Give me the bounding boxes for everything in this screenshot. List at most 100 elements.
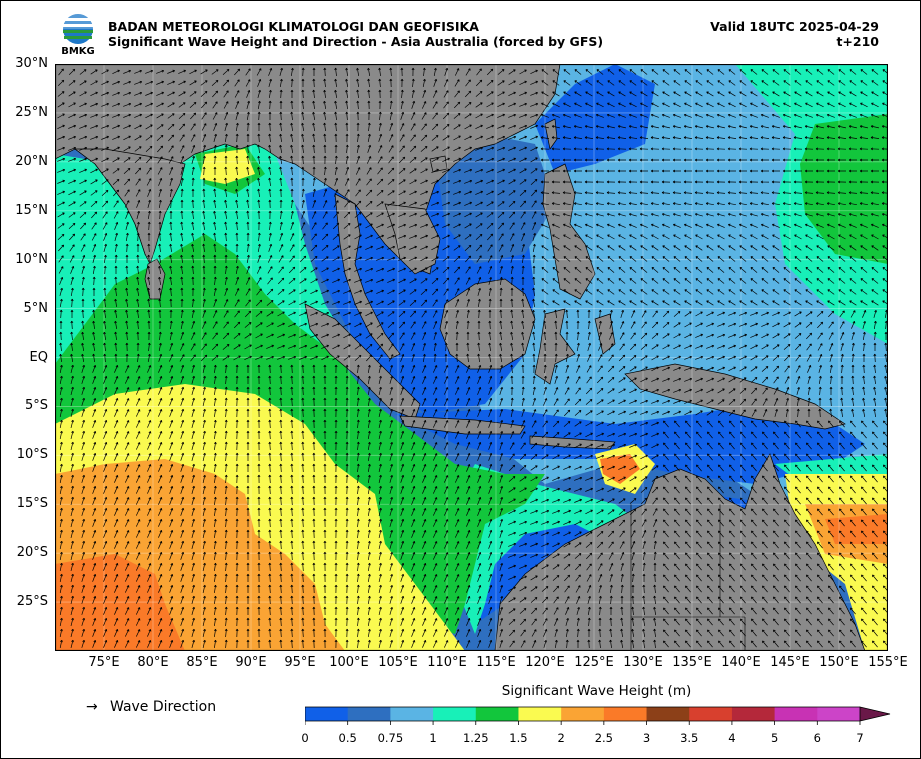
wave-arrow <box>235 144 239 153</box>
wave-arrow <box>466 320 470 330</box>
wave-arrow <box>574 267 582 273</box>
wave-arrow <box>499 276 503 285</box>
wave-arrow <box>486 102 494 108</box>
wave-arrow <box>365 223 373 229</box>
wave-arrow <box>376 234 384 239</box>
wave-arrow <box>389 122 394 131</box>
wave-arrow <box>705 191 715 195</box>
wave-arrow <box>366 178 372 186</box>
wave-arrow <box>345 100 349 110</box>
wave-arrow <box>650 169 659 173</box>
wave-arrow <box>211 69 219 75</box>
wave-arrow <box>573 136 583 140</box>
wave-arrow <box>255 322 263 328</box>
wave-arrow <box>420 168 428 174</box>
wave-arrow <box>510 320 514 330</box>
wave-arrow <box>213 199 217 208</box>
wave-arrow <box>585 245 593 251</box>
wave-arrow <box>354 267 362 272</box>
wave-arrow <box>584 136 594 140</box>
wave-arrow <box>266 322 274 328</box>
wave-arrow <box>420 190 428 195</box>
wave-arrow <box>870 202 879 206</box>
wave-arrow <box>487 244 493 252</box>
wave-arrow <box>488 287 492 296</box>
wave-arrow <box>465 79 471 87</box>
wave-arrow <box>510 265 514 274</box>
wave-arrow <box>147 199 152 208</box>
wave-arrow <box>706 80 714 86</box>
wave-arrow <box>860 300 868 306</box>
wave-arrow <box>618 69 626 75</box>
wave-arrow <box>202 177 206 186</box>
wave-arrow <box>882 91 888 96</box>
wave-arrow <box>727 202 736 206</box>
wave-arrow <box>102 211 108 219</box>
wave-arrow <box>728 245 736 251</box>
wave-arrow <box>531 200 537 208</box>
wave-arrow <box>596 245 604 251</box>
wave-arrow <box>717 69 725 75</box>
wave-arrow <box>716 158 725 162</box>
wave-arrow <box>650 191 660 195</box>
wave-arrow <box>389 67 393 77</box>
wave-arrow <box>871 91 879 97</box>
wave-arrow <box>870 113 879 118</box>
wave-arrow <box>345 78 349 87</box>
wave-arrow <box>771 180 781 184</box>
wave-arrow <box>532 265 536 274</box>
wave-arrow <box>112 135 120 140</box>
wave-arrow <box>739 245 747 251</box>
wave-arrow <box>246 100 251 109</box>
wave-arrow <box>290 199 294 209</box>
wave-arrow <box>618 223 626 228</box>
wave-arrow <box>640 267 648 273</box>
wave-arrow <box>881 147 888 151</box>
wave-arrow <box>531 211 537 219</box>
wave-arrow <box>180 298 184 308</box>
wave-arrow <box>727 147 737 151</box>
wave-arrow <box>565 320 569 330</box>
wave-arrow <box>475 146 483 151</box>
wave-arrow <box>497 91 505 97</box>
wave-arrow <box>201 123 207 131</box>
wave-arrow <box>760 212 769 217</box>
wave-arrow <box>114 232 119 241</box>
wave-arrow <box>376 178 384 186</box>
wave-arrow <box>661 125 670 129</box>
wave-arrow <box>147 287 151 296</box>
colorbar-extend <box>859 706 891 722</box>
wave-arrow <box>509 233 515 241</box>
wave-arrow <box>694 191 704 195</box>
wave-arrow <box>475 79 483 87</box>
wave-arrow <box>191 276 195 286</box>
wave-arrow <box>234 90 240 98</box>
wave-arrow <box>532 232 537 241</box>
wave-arrow <box>92 265 96 274</box>
wave-arrow <box>355 189 361 197</box>
wave-arrow <box>290 78 294 88</box>
wave-arrow <box>321 278 329 284</box>
wave-arrow <box>606 147 616 151</box>
wave-arrow <box>191 287 195 297</box>
wave-arrow <box>684 278 692 284</box>
wave-arrow <box>826 180 836 184</box>
wave-arrow <box>333 200 339 208</box>
wave-direction-legend-label: Wave Direction <box>110 699 217 715</box>
wave-arrow <box>804 169 813 173</box>
wave-arrow <box>772 245 780 251</box>
wave-arrow <box>563 234 571 240</box>
wave-arrow <box>783 80 791 86</box>
wave-arrow <box>794 80 802 86</box>
wave-arrow <box>562 136 572 140</box>
wave-arrow <box>431 190 439 195</box>
wave-arrow <box>761 311 769 316</box>
wave-arrow <box>301 111 305 120</box>
wave-arrow <box>312 67 316 76</box>
wave-arrow <box>706 102 714 108</box>
wave-arrow <box>639 202 648 206</box>
wave-arrow <box>782 180 792 184</box>
wave-arrow <box>92 309 96 319</box>
wave-arrow <box>870 125 879 129</box>
wave-arrow <box>684 91 692 97</box>
